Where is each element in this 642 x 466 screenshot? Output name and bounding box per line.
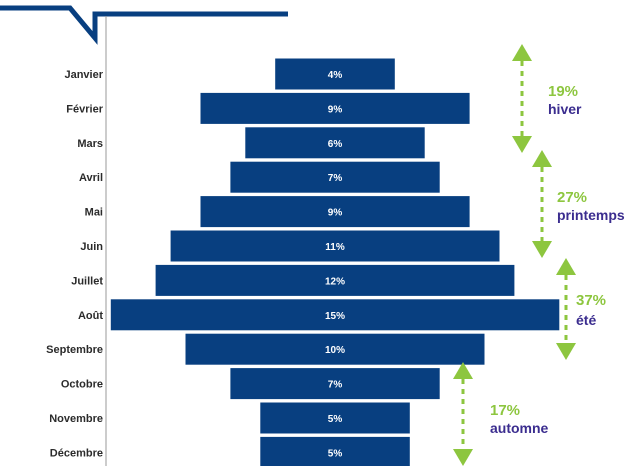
header-notch-line [0,5,288,45]
bar [200,92,470,124]
month-label: Mars [77,138,103,150]
arrow-up-icon [512,44,532,61]
season-name: printemps [557,207,625,223]
season-name: automne [490,420,549,436]
month-label: Octobre [61,379,103,391]
arrow-up-icon [532,150,552,167]
bar [260,436,410,466]
arrow-down-icon [532,241,552,258]
bar [275,58,395,90]
bar-value-label: 9% [328,208,343,219]
arrow-up-icon [556,258,576,275]
season-name: été [576,312,596,328]
bar-value-label: 12% [325,276,345,287]
bar-value-label: 7% [328,380,343,391]
bar-value-label: 5% [328,414,343,425]
bar [170,230,500,262]
month-label: Décembre [50,447,103,459]
month-label: Janvier [64,69,103,81]
bar [200,196,470,228]
arrow-down-icon [512,136,532,153]
month-label: Août [78,310,103,322]
bar-value-label: 15% [325,311,345,322]
season-percentage: 27% [557,189,587,206]
month-label: Septembre [46,344,103,356]
month-label: Mai [85,207,103,219]
bar [185,333,485,365]
season-percentage: 17% [490,402,520,419]
bar [245,127,425,159]
bar [230,368,440,400]
bar-value-label: 4% [328,70,343,81]
month-labels: Janvier Février Mars Avril Mai Juin Juillet Aoû… [46,69,104,459]
month-label: Avril [79,172,103,184]
bar-value-label: 7% [328,173,343,184]
arrow-down-icon [453,449,473,466]
arrow-up-icon [453,362,473,379]
bar [230,161,440,193]
bar [155,264,515,296]
season-percentage: 19% [548,83,578,100]
bar-value-label: 11% [325,242,345,253]
month-label: Juin [80,241,103,253]
bar [260,402,410,434]
bar-value-label: 9% [328,104,343,115]
arrow-down-icon [556,343,576,360]
bar-value-label: 10% [325,345,345,356]
season-annotations: 19%hiver 27%printemps 37% été 17%automne [453,44,625,466]
month-label: Février [66,103,103,115]
season-percentage: 37% [576,292,606,309]
bar-value-label: 6% [328,139,343,150]
season-name: hiver [548,101,582,117]
bar [110,299,560,331]
bars: 4% 9% 6% 7% 9% 11% 12% 15% 10% 7% 5% 5% [110,58,560,466]
month-label: Juillet [71,275,103,287]
month-label: Novembre [49,413,103,425]
bar-value-label: 5% [328,448,343,459]
